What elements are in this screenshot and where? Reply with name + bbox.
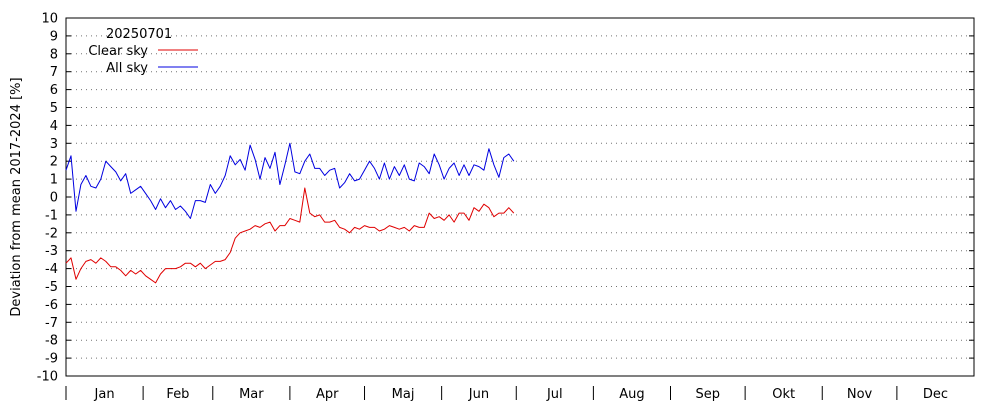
month-label-okt: Okt [772,387,795,402]
month-label-aug: Aug [619,387,644,402]
y-tick-label: 10 [41,12,58,27]
y-tick-label: -9 [45,352,58,367]
y-tick-label: -3 [45,244,58,259]
y-tick-label: 8 [50,47,58,62]
legend-label-clear-sky: Clear sky [88,44,148,59]
y-tick-label: -1 [45,208,58,223]
month-label-mar: Mar [239,387,264,402]
y-tick-label: 3 [50,137,58,152]
y-tick-label: -2 [45,226,58,241]
y-tick-label: -7 [45,316,58,331]
y-tick-label: 4 [50,119,58,134]
month-label-feb: Feb [166,387,189,402]
month-label-apr: Apr [316,387,339,402]
series-lines [65,142,515,284]
y-tick-label: 6 [50,83,58,98]
y-axis-label: Deviation from mean 2017-2024 [%] [9,77,24,316]
legend: 20250701 Clear sky All sky [88,27,198,76]
y-tick-label: -10 [37,370,58,385]
series-line-clear-sky [65,187,515,284]
y-tick-label: -4 [45,262,58,277]
series-line-all-sky [65,142,515,219]
x-axis: Jan Feb Mar Apr Maj Jun Jul Aug Sep Okt Nov Dec [65,386,948,402]
month-label-jun: Jun [468,387,489,402]
y-tick-label: 9 [50,29,58,44]
month-label-nov: Nov [847,387,873,402]
y-tick-label: 7 [50,65,58,80]
month-label-dec: Dec [923,387,948,402]
month-label-sep: Sep [696,387,721,402]
legend-header: 20250701 [106,27,172,42]
y-tick-label: 0 [50,191,58,206]
y-tick-label: -6 [45,298,58,313]
y-tick-label: -5 [45,280,58,295]
plot-frame [65,17,975,377]
y-tick-label: 2 [50,155,58,170]
month-label-jan: Jan [94,387,115,402]
y-tick-label: 1 [50,173,58,188]
month-label-maj: Maj [392,387,415,402]
grid-lines [66,35,974,359]
legend-label-all-sky: All sky [106,61,148,76]
month-label-jul: Jul [546,387,563,402]
y-tick-label: 5 [50,101,58,116]
y-tick-label: -8 [45,334,58,349]
